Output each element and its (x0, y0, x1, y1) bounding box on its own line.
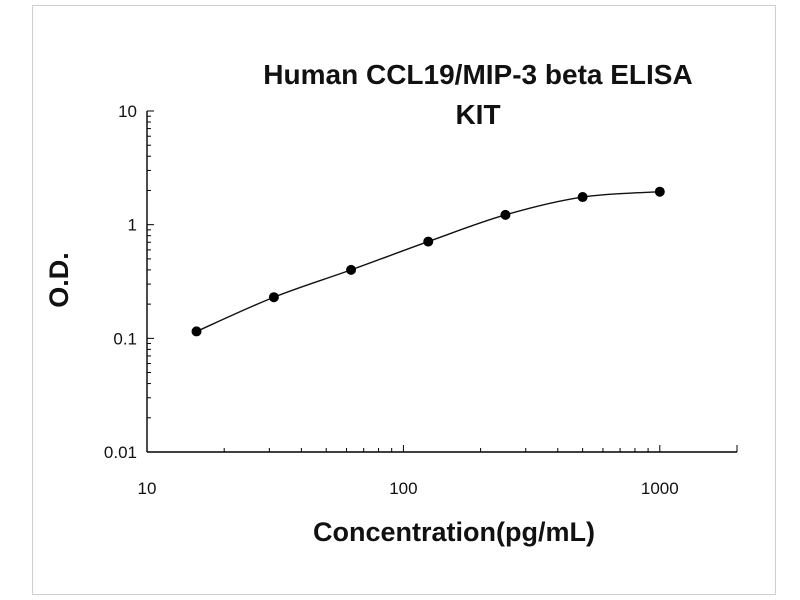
data-point (191, 326, 202, 337)
data-points (191, 186, 665, 337)
chart-frame (32, 5, 776, 595)
chart-title-line-2: KIT (455, 99, 500, 130)
fitted-curve-line (196, 191, 660, 333)
data-point (423, 236, 434, 247)
y-tick-label: 1 (128, 216, 137, 235)
axes (146, 110, 738, 453)
tick-labels: 0.01 0.1 1 10 10 100 1000 (104, 102, 679, 498)
y-tick-label: 10 (118, 102, 137, 121)
x-axis-title: Concentration(pg/mL) (313, 517, 595, 547)
y-axis-title: O.D. (44, 252, 74, 308)
x-tick-label: 100 (389, 479, 417, 498)
data-point (654, 186, 665, 197)
data-point (577, 192, 588, 203)
y-tick-label: 0.01 (104, 443, 137, 462)
curve-layer (196, 191, 660, 333)
data-point (346, 264, 357, 275)
data-point (500, 209, 511, 220)
chart-title-line-1: Human CCL19/MIP-3 beta ELISA (263, 59, 692, 90)
data-point (268, 292, 279, 303)
x-tick-label: 10 (138, 479, 157, 498)
y-tick-label: 0.1 (113, 329, 137, 348)
x-tick-label: 1000 (641, 479, 679, 498)
